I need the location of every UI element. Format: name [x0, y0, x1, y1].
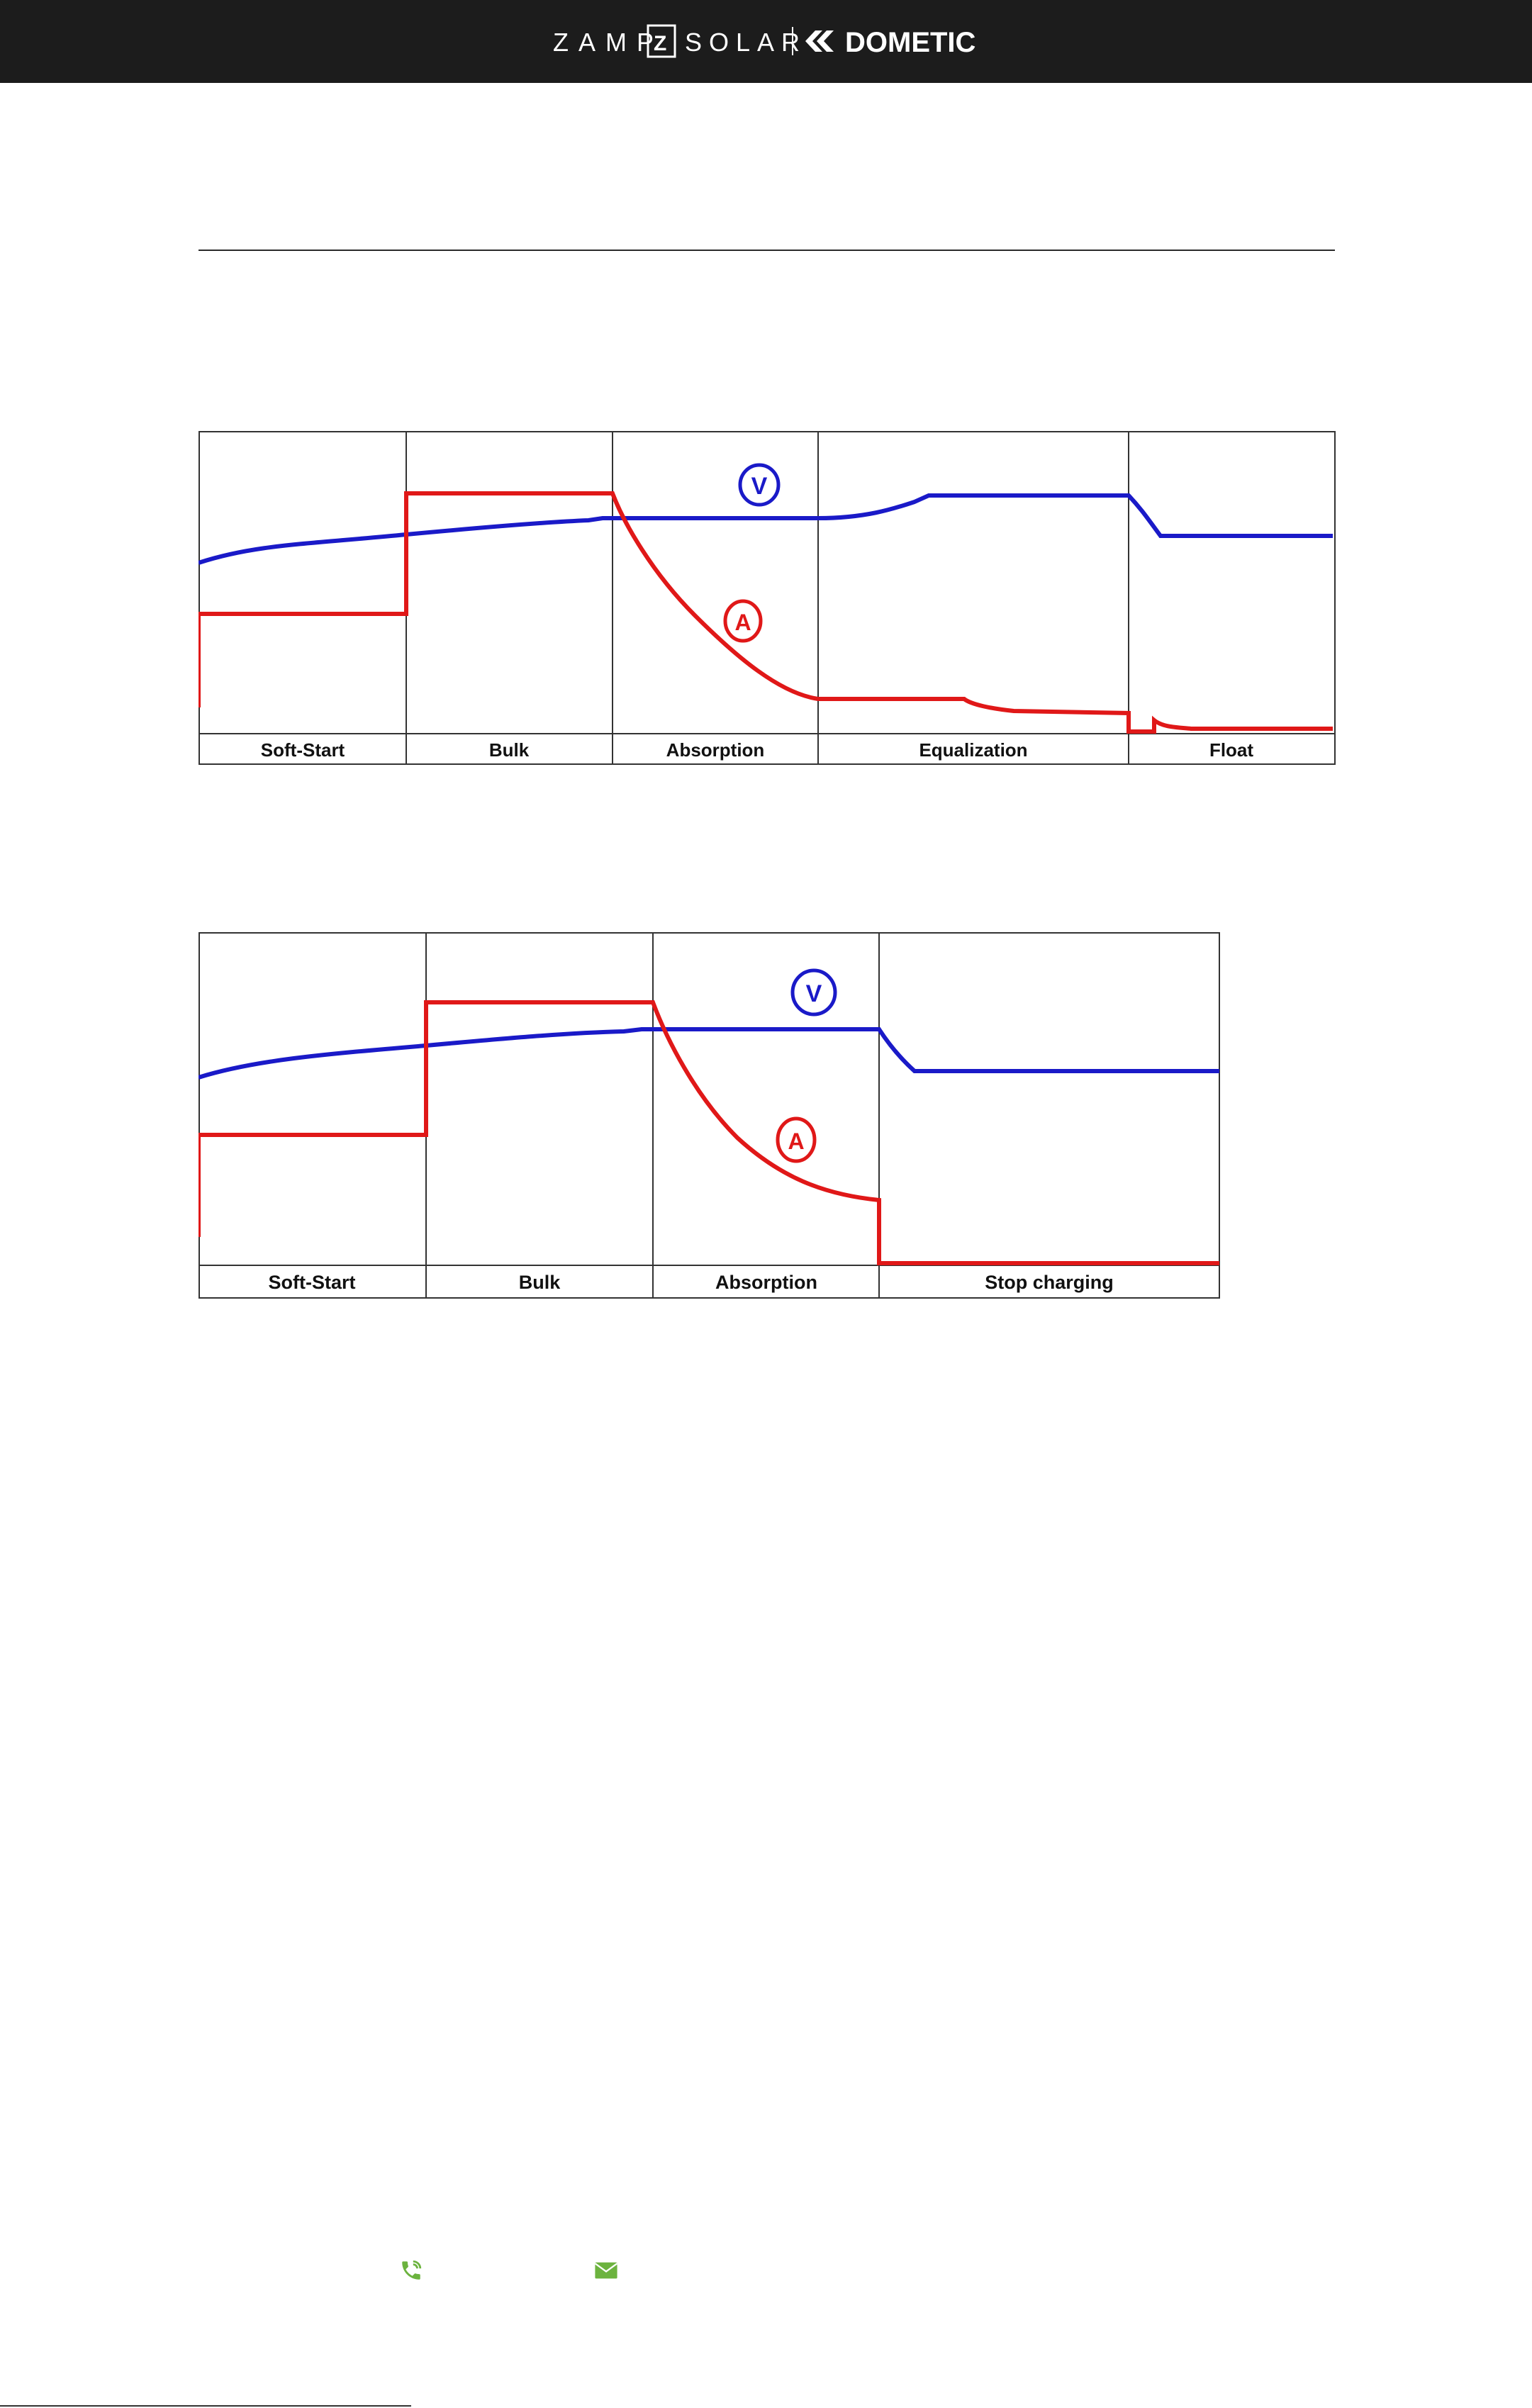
voltage-marker-label: V: [806, 980, 822, 1007]
stage-label: Absorption: [715, 1272, 817, 1293]
current-marker-label: A: [788, 1129, 804, 1154]
charging-diagram-2-svg: V A Soft-Start Bulk Absorption Stop char…: [199, 932, 1220, 1299]
charging-diagram-2: V A Soft-Start Bulk Absorption Stop char…: [199, 932, 1221, 1299]
charging-diagram-1: V A Soft-Start Bulk Absorption Equalizat…: [199, 431, 1336, 766]
voltage-marker-label: V: [751, 473, 768, 500]
brand-logo: ZAMP Z SOLAR DOMETIC: [553, 24, 975, 58]
voltage-curve: [199, 493, 1333, 565]
stage-label: Stop charging: [985, 1272, 1114, 1293]
brand-solar: SOLAR: [685, 28, 807, 57]
phone-icon[interactable]: [399, 2258, 423, 2287]
stage-label: Bulk: [519, 1272, 561, 1293]
stage-label: Float: [1209, 739, 1253, 761]
current-marker: [776, 1116, 817, 1163]
voltage-marker: [738, 463, 781, 507]
brand-z-box: [647, 24, 676, 58]
section-divider: [199, 250, 1335, 251]
current-curve: [199, 491, 1333, 734]
stage-label: Soft-Start: [269, 1272, 356, 1293]
header-bar: ZAMP Z SOLAR DOMETIC: [0, 0, 1532, 83]
current-curve: [199, 1000, 1219, 1265]
stage-label: Bulk: [489, 739, 530, 761]
footer-rule: [0, 2405, 411, 2407]
voltage-curve: [199, 1027, 1219, 1080]
charging-diagram-1-svg: V A Soft-Start Bulk Absorption Equalizat…: [199, 431, 1336, 765]
mail-icon[interactable]: [594, 2261, 618, 2290]
diagram-frame: [199, 431, 1336, 765]
dometic-mark-icon: [805, 30, 834, 52]
diagram-frame: [199, 932, 1220, 1299]
brand-z: Z: [654, 32, 666, 55]
brand-dometic: DOMETIC: [845, 27, 975, 58]
stage-label: Absorption: [666, 739, 765, 761]
voltage-marker: [790, 968, 837, 1017]
brand-zamp: ZAMP: [553, 28, 664, 57]
stage-label: Soft-Start: [261, 739, 345, 761]
stage-label: Equalization: [919, 739, 1027, 761]
current-marker-label: A: [734, 610, 751, 635]
current-marker: [723, 599, 763, 643]
brand-divider: [792, 27, 793, 55]
